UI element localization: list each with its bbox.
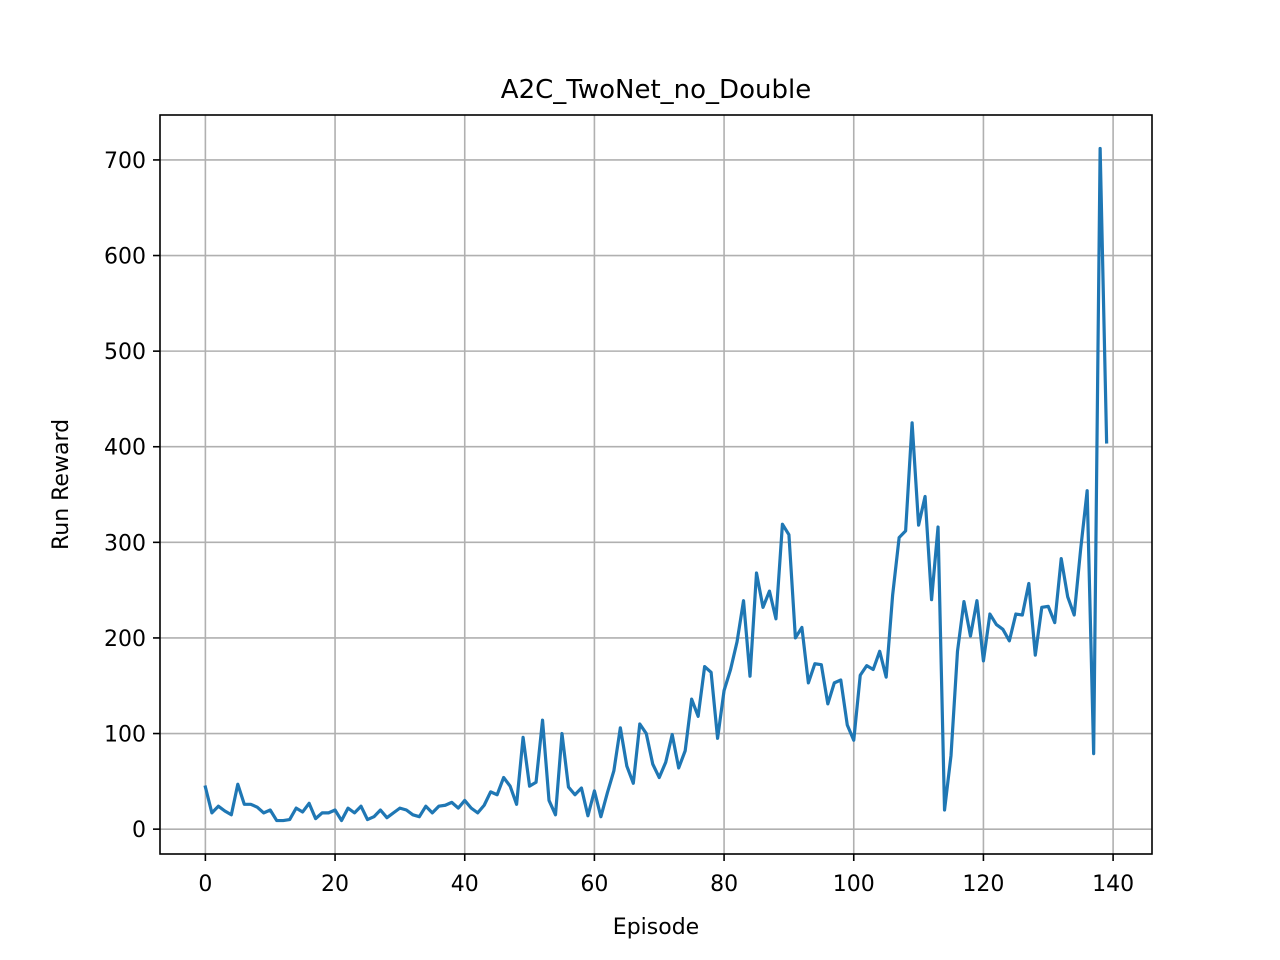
x-axis-label: Episode: [613, 915, 699, 940]
ticks: 0 20 40 60 80 100 120 140 0 100 200 300 400 500 600 700: [104, 149, 1134, 897]
y-tick-label: 500: [104, 340, 146, 365]
x-tick-label: 100: [833, 872, 875, 897]
x-tick-label: 40: [451, 872, 479, 897]
chart-title: A2C_TwoNet_no_Double: [501, 75, 811, 105]
x-tick-label: 80: [710, 872, 738, 897]
y-tick-label: 300: [104, 531, 146, 556]
series-layer: [203, 146, 1109, 823]
x-tick-label: 20: [321, 872, 349, 897]
series-line: [203, 146, 1109, 823]
grid: [160, 115, 1152, 854]
y-tick-label: 100: [104, 723, 146, 748]
y-tick-label: 400: [104, 436, 146, 461]
y-axis-label: Run Reward: [49, 419, 74, 550]
x-tick-label: 140: [1092, 872, 1134, 897]
y-tick-label: 200: [104, 627, 146, 652]
y-tick-label: 0: [132, 818, 146, 843]
x-tick-label: 60: [580, 872, 608, 897]
plot-frame: [159, 114, 1153, 855]
y-tick-label: 700: [104, 149, 146, 174]
y-tick-label: 600: [104, 245, 146, 270]
x-tick-label: 0: [198, 872, 212, 897]
x-tick-label: 120: [962, 872, 1004, 897]
